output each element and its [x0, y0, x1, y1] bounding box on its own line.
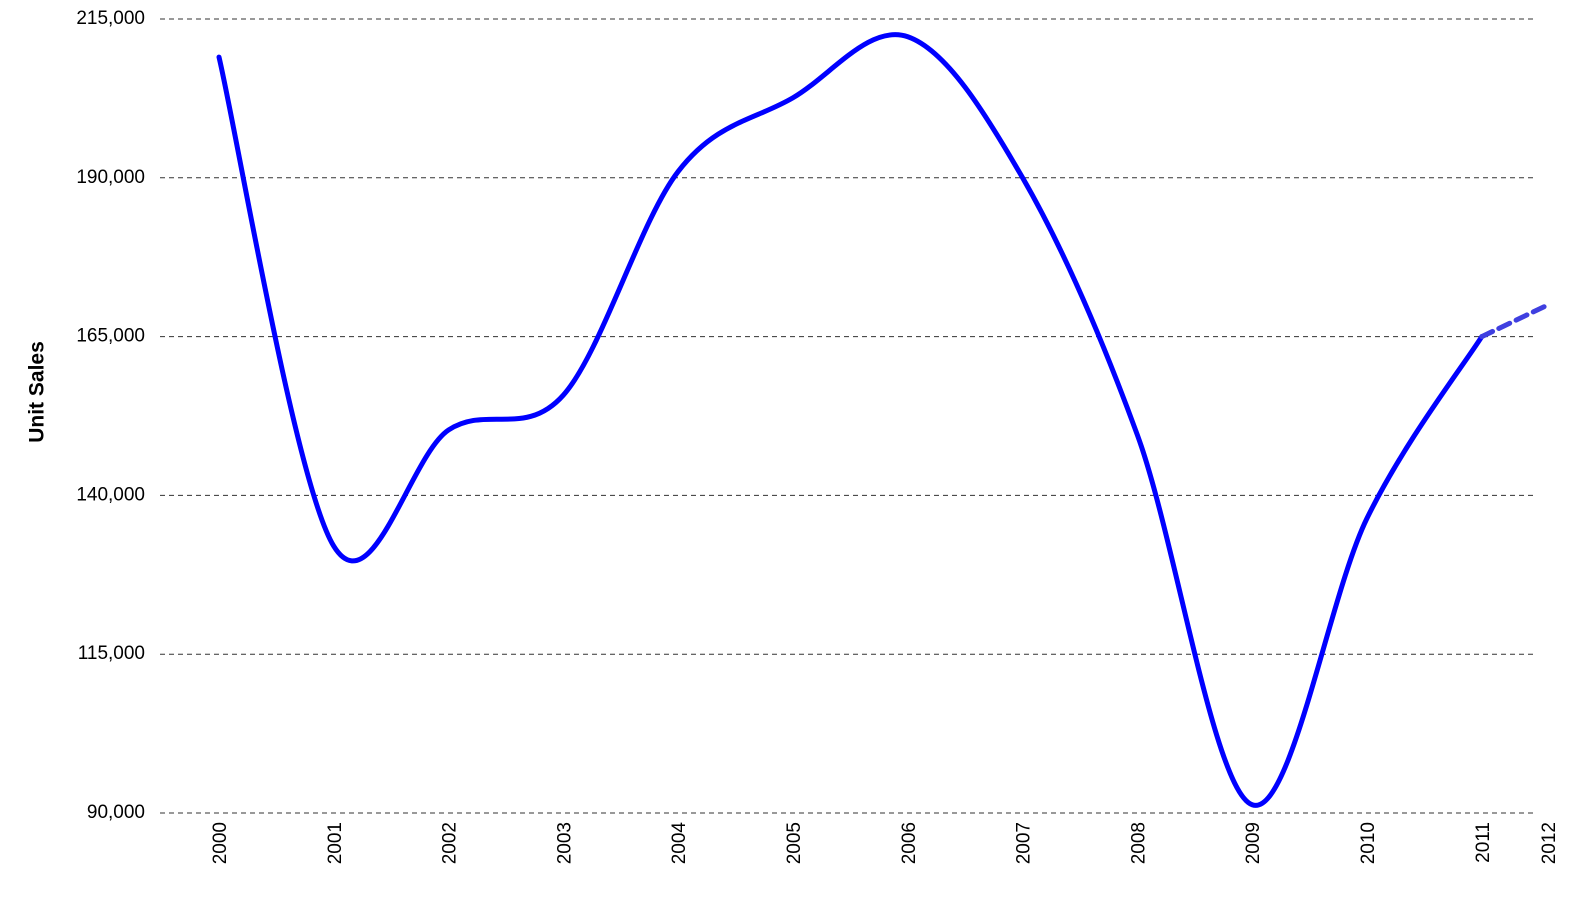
- line-series: [216, 32, 1485, 808]
- x-tick-label: 2004: [669, 822, 690, 865]
- x-tick-label: 2005: [784, 822, 805, 864]
- x-tick-label: 2010: [1358, 822, 1379, 864]
- line-series: [1479, 302, 1551, 340]
- x-tick-label: 2008: [1128, 822, 1149, 864]
- y-tick-label: 140,000: [76, 484, 145, 505]
- x-tick-label: 2003: [554, 822, 575, 864]
- x-tick-label: 2000: [210, 822, 231, 864]
- x-tick-label: 2007: [1014, 822, 1035, 864]
- x-tick-label: 2011: [1473, 822, 1494, 863]
- x-tick-label: 2009: [1243, 822, 1264, 864]
- x-tick-label: 2012: [1539, 822, 1560, 864]
- y-axis-title: Unit Sales: [26, 341, 49, 443]
- x-tick-label: 2002: [440, 822, 461, 864]
- y-tick-label: 215,000: [76, 8, 145, 29]
- y-tick-label: 115,000: [78, 643, 145, 664]
- y-tick-label: 165,000: [76, 326, 145, 347]
- y-tick-label: 190,000: [76, 167, 145, 188]
- x-tick-label: 2006: [899, 822, 920, 864]
- x-tick-label: 2001: [325, 822, 346, 864]
- y-tick-label: 90,000: [87, 802, 145, 823]
